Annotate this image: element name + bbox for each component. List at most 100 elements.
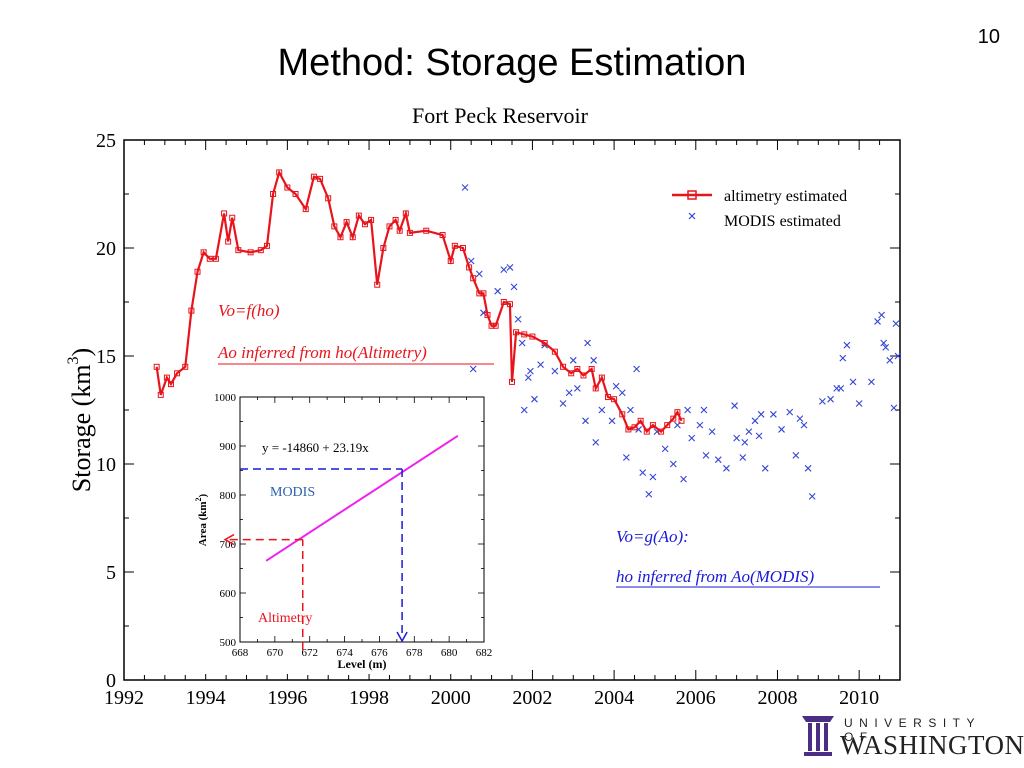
x-tick-label: 2006 <box>676 687 716 709</box>
modis-point <box>584 339 591 347</box>
modis-point <box>524 374 532 381</box>
modis-point <box>467 257 475 265</box>
modis-point <box>608 417 616 425</box>
altimetry-point <box>664 422 671 429</box>
altimetry-point <box>604 394 611 401</box>
altimetry-point <box>447 257 454 264</box>
inset-chart: 668 670 672 674 676 678 680 682 500 600 700 800 900 1… <box>194 388 500 674</box>
inset-x-label: Level (m) <box>338 657 387 671</box>
inset-axes: 668 670 672 674 676 678 680 682 500 600 700 800 900 1… <box>214 392 492 659</box>
altimetry-point <box>276 169 283 176</box>
altimetry-line <box>155 169 683 434</box>
annotation-ho-inferred: ho inferred from Ao(MODIS) <box>616 567 814 586</box>
altimetry-point <box>206 255 213 262</box>
altimetry-point <box>263 242 270 249</box>
x-tick-label: 2010 <box>839 687 879 709</box>
y-tick-label: 20 <box>96 238 116 260</box>
altimetry-point <box>302 206 309 213</box>
altimetry-point <box>157 391 164 398</box>
altimetry-point <box>658 428 665 435</box>
y-axis-label: Storage (km3) <box>65 348 96 492</box>
altimetry-point <box>611 396 618 403</box>
inset-x-tick-label: 672 <box>301 647 318 659</box>
chart-title: Fort Peck Reservoir <box>412 103 588 128</box>
inset-y-tick-label: 900 <box>220 441 237 453</box>
inset-y-tick-label: 600 <box>220 588 237 600</box>
chart-legend: altimetry estimated MODIS estimated <box>672 188 847 230</box>
modis-point <box>755 432 763 440</box>
modis-point <box>627 406 634 414</box>
modis-point <box>537 361 544 369</box>
modis-point <box>688 434 696 442</box>
y-tick-label: 15 <box>96 346 116 368</box>
inset-x-tick-label: 682 <box>476 647 493 659</box>
inset-altimetry-label: Altimetry <box>258 611 312 626</box>
university-logo: UNIVERSITY OF WASHINGTON <box>800 714 1024 760</box>
modis-point <box>800 421 808 429</box>
altimetry-point <box>270 191 277 197</box>
modis-point <box>761 464 769 472</box>
modis-point <box>731 402 738 410</box>
altimetry-point <box>678 417 685 424</box>
legend-altimetry-marker <box>687 190 697 200</box>
altimetry-point <box>292 191 299 197</box>
altimetry-point <box>470 275 477 282</box>
modis-point <box>531 395 538 403</box>
modis-point <box>890 404 898 412</box>
modis-point <box>582 417 589 425</box>
legend-altimetry-label: altimetry estimated <box>724 188 847 205</box>
altimetry-point <box>182 363 189 370</box>
inset-x-tick-label: 670 <box>267 647 284 659</box>
altimetry-point <box>235 247 242 254</box>
slide-number: 10 <box>977 26 1000 48</box>
annotation-ao-inferred: Ao inferred from ho(Altimetry) <box>217 343 427 362</box>
modis-point <box>741 439 749 446</box>
x-tick-label: 1994 <box>186 687 226 709</box>
modis-point <box>778 426 785 433</box>
altimetry-point <box>459 245 466 251</box>
altimetry-point <box>257 247 264 254</box>
altimetry-point <box>580 372 587 379</box>
modis-point <box>804 464 812 472</box>
modis-point <box>839 354 847 362</box>
y-tick-label: 5 <box>106 562 116 584</box>
legend-modis-label: MODIS estimated <box>724 213 841 230</box>
altimetry-point <box>153 363 160 370</box>
modis-point <box>645 490 653 498</box>
altimetry-point <box>466 264 473 271</box>
altimetry-point <box>174 370 181 377</box>
altimetry-point <box>221 210 228 217</box>
modis-point <box>894 352 902 360</box>
altimetry-point <box>521 331 528 338</box>
altimetry-point <box>225 238 232 245</box>
modis-point <box>514 315 522 323</box>
inset-x-tick-label: 678 <box>406 647 423 659</box>
altimetry-point <box>349 234 356 241</box>
altimetry-point <box>480 290 487 297</box>
altimetry-series <box>153 169 685 435</box>
altimetry-point <box>212 255 219 262</box>
modis-point <box>475 270 483 278</box>
modis-point <box>520 406 528 414</box>
altimetry-point <box>331 223 338 230</box>
altimetry-point <box>631 424 638 431</box>
modis-point <box>770 410 777 418</box>
modis-point <box>500 266 508 273</box>
modis-point <box>733 434 741 442</box>
modis-point <box>796 415 804 423</box>
altimetry-point <box>625 426 632 433</box>
modis-point <box>622 454 630 461</box>
modis-point <box>684 406 692 414</box>
inset-x-tick-label: 674 <box>336 647 353 659</box>
x-tick-label: 2008 <box>757 687 797 709</box>
inset-y-tick-label: 800 <box>220 490 237 502</box>
main-axes: 1992 1994 1996 1998 2000 2002 2004 2006 2008 2010… <box>96 130 901 709</box>
altimetry-point <box>509 378 515 385</box>
altimetry-point <box>560 363 567 370</box>
altimetry-point <box>325 195 332 202</box>
modis-point <box>590 356 598 364</box>
altimetry-point <box>406 229 413 236</box>
altimetry-point <box>500 299 507 305</box>
modis-point <box>700 406 708 414</box>
modis-point <box>819 397 826 405</box>
